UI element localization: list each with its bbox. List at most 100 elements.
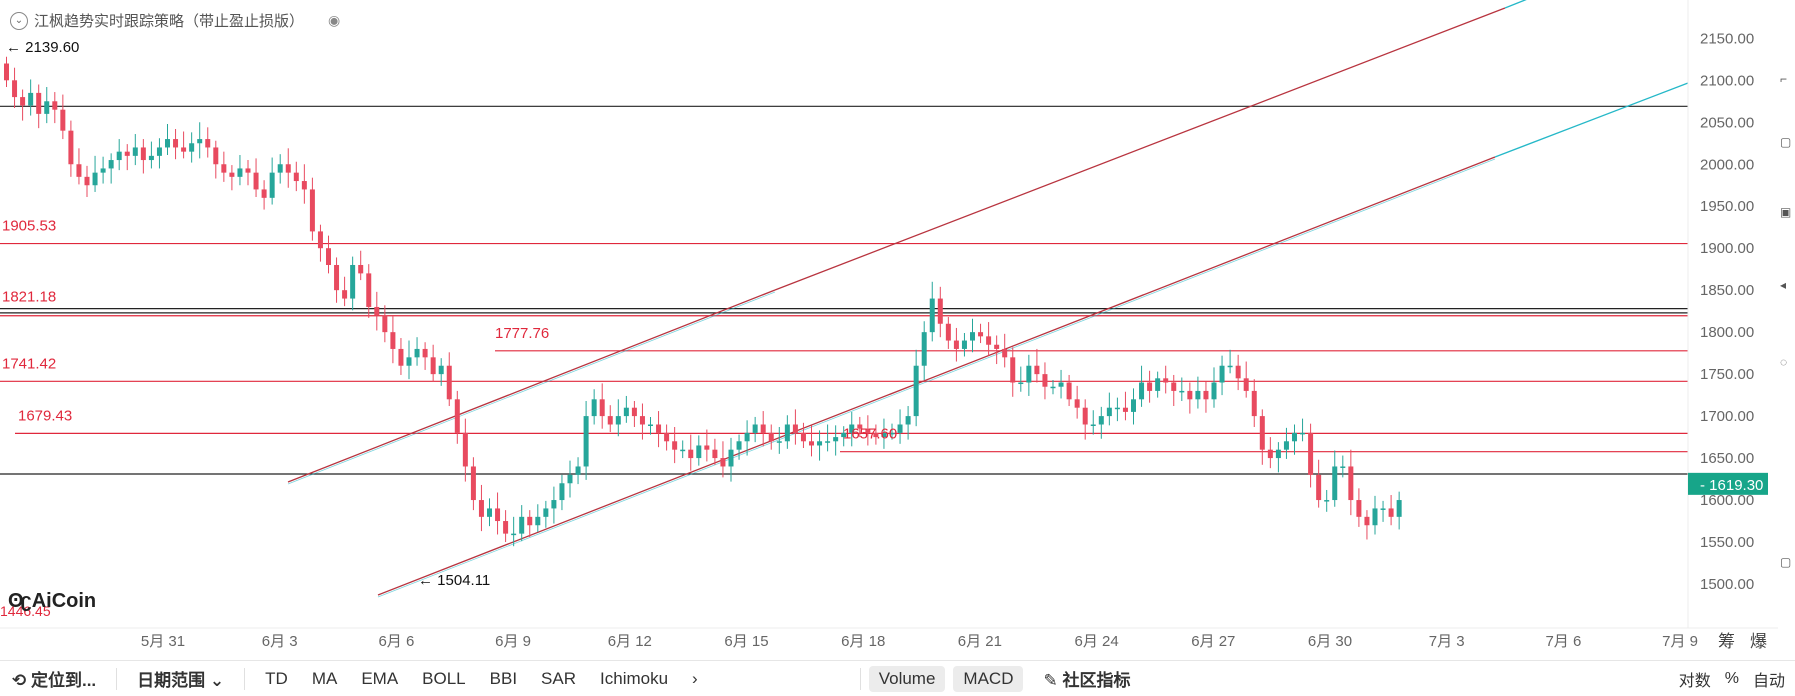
tool-icon-2[interactable]: ▢ xyxy=(1780,135,1792,149)
community-indicators-button[interactable]: ✎ 社区指标 xyxy=(1043,671,1131,690)
divider xyxy=(859,667,861,690)
macd-toggle[interactable]: MACD xyxy=(953,665,1024,692)
candle-body xyxy=(229,172,235,177)
candle-body xyxy=(1219,365,1225,383)
candle-body xyxy=(994,344,1000,349)
indicator-boll[interactable]: BOLL xyxy=(422,668,466,688)
indicator-ichimoku[interactable]: Ichimoku xyxy=(600,668,669,688)
strategy-indicator-row[interactable]: ⌄ 江枫趋势实时跟踪策略（带止盈止损版） ◉ xyxy=(10,10,340,31)
bottom-toolbar: ⟲ 定位到... 日期范围 ⌄ TD MA EMA BOLL BBI SAR I… xyxy=(0,660,1795,696)
chevron-down-icon[interactable]: ⌄ xyxy=(10,11,28,30)
time-tick-label: 6月 18 xyxy=(841,633,885,650)
candle-body xyxy=(398,348,404,366)
channel-lower-extension-cyan xyxy=(1494,82,1689,158)
locate-icon: ⟲ xyxy=(12,671,27,690)
candle-body xyxy=(1171,382,1177,391)
indicator-sar[interactable]: SAR xyxy=(541,668,577,688)
candle-body xyxy=(937,298,943,324)
candle-body xyxy=(84,176,90,186)
price-tick-label: 1850.00 xyxy=(1700,282,1754,299)
chevron-down-icon: ⌄ xyxy=(209,671,225,690)
level-price-label: 1679.43 xyxy=(18,407,72,424)
corner-label[interactable]: 爆 xyxy=(1750,632,1767,652)
candle-body xyxy=(253,172,259,190)
time-tick-label: 6月 15 xyxy=(724,633,768,650)
volume-toggle[interactable]: Volume xyxy=(868,665,946,692)
candle-body xyxy=(1292,432,1297,442)
candle-body xyxy=(527,516,533,526)
tool-icon-4[interactable]: ◌ xyxy=(1780,355,1788,369)
price-tick-label: 1550.00 xyxy=(1700,534,1754,551)
candle-body xyxy=(784,424,790,442)
indicator-ma[interactable]: MA xyxy=(311,668,338,688)
candle-body xyxy=(656,424,662,433)
log-scale-toggle[interactable]: 对数 xyxy=(1678,672,1711,690)
candle-body xyxy=(317,231,323,249)
indicator-ema[interactable]: EMA xyxy=(361,668,399,688)
candle-body xyxy=(406,357,412,366)
time-tick-label: 7月 3 xyxy=(1429,633,1465,650)
candle-body xyxy=(1002,348,1008,358)
candle-body xyxy=(760,424,766,433)
candle-body xyxy=(792,424,798,433)
candle-body xyxy=(696,445,702,459)
price-tick-label: 2100.00 xyxy=(1700,72,1754,89)
indicator-td[interactable]: TD xyxy=(265,668,288,688)
candle-body xyxy=(116,151,122,161)
candle-body xyxy=(446,365,452,400)
candle-body xyxy=(1122,407,1128,412)
right-edge-tools: ⌐ ▢ ▣ ◂ ◌ ▢ xyxy=(1778,0,1795,660)
tool-icon-1[interactable]: ⌐ xyxy=(1780,72,1788,86)
candle-body xyxy=(897,424,903,433)
candle-body xyxy=(478,500,484,517)
indicator-bbi[interactable]: BBI xyxy=(489,668,518,688)
auto-scale-toggle[interactable]: 自动 xyxy=(1752,672,1785,690)
candle-body xyxy=(277,164,283,173)
logo-text: AiCoin xyxy=(31,590,97,612)
candle-body xyxy=(744,432,750,442)
candle-body xyxy=(1203,390,1209,400)
time-tick-label: 6月 24 xyxy=(1074,633,1118,650)
candle-body xyxy=(374,306,380,316)
candle-body xyxy=(1187,390,1193,400)
candle-body xyxy=(1308,432,1314,475)
scale-controls: 对数 % 自动 xyxy=(1679,661,1785,696)
candle-body xyxy=(382,315,388,333)
locate-button[interactable]: ⟲ 定位到... xyxy=(12,671,97,690)
candle-body xyxy=(728,449,734,467)
candle-body xyxy=(664,432,670,442)
date-range-button[interactable]: 日期范围 ⌄ xyxy=(137,671,225,690)
candle-body xyxy=(567,474,573,484)
candle-body xyxy=(1364,516,1370,526)
candle-body xyxy=(1227,365,1233,368)
candle-body xyxy=(454,399,460,433)
price-tick-label: 1950.00 xyxy=(1700,198,1754,215)
candle-body xyxy=(189,143,195,152)
candle-body xyxy=(269,172,275,198)
panel-collapse-icon[interactable]: ◂ xyxy=(1780,278,1787,292)
candle-body xyxy=(736,441,742,450)
more-indicators-chevron-icon[interactable]: › xyxy=(692,668,698,688)
candle-body xyxy=(1147,382,1153,391)
percent-scale-toggle[interactable]: % xyxy=(1724,669,1739,687)
candle-body xyxy=(181,147,187,152)
price-tick-label: 2000.00 xyxy=(1700,156,1754,173)
candle-body xyxy=(366,273,372,307)
corner-label[interactable]: 筹 xyxy=(1718,632,1735,652)
tool-icon-5[interactable]: ▢ xyxy=(1780,555,1792,569)
candle-body xyxy=(800,432,806,442)
candle-body xyxy=(978,332,984,337)
strategy-name: 江枫趋势实时跟踪策略（带止盈止损版） xyxy=(34,13,305,30)
candle-body xyxy=(1243,378,1249,391)
candle-body xyxy=(1235,365,1241,379)
candle-body xyxy=(60,109,66,131)
candle-body xyxy=(776,441,782,443)
candle-body xyxy=(817,441,823,446)
candle-body xyxy=(559,483,565,501)
price-tick-label: 1600.00 xyxy=(1700,492,1754,509)
candle-body xyxy=(825,441,831,443)
tool-icon-3[interactable]: ▣ xyxy=(1780,205,1792,219)
candle-body xyxy=(1283,441,1289,450)
eye-hidden-icon[interactable]: ◉ xyxy=(328,12,341,28)
